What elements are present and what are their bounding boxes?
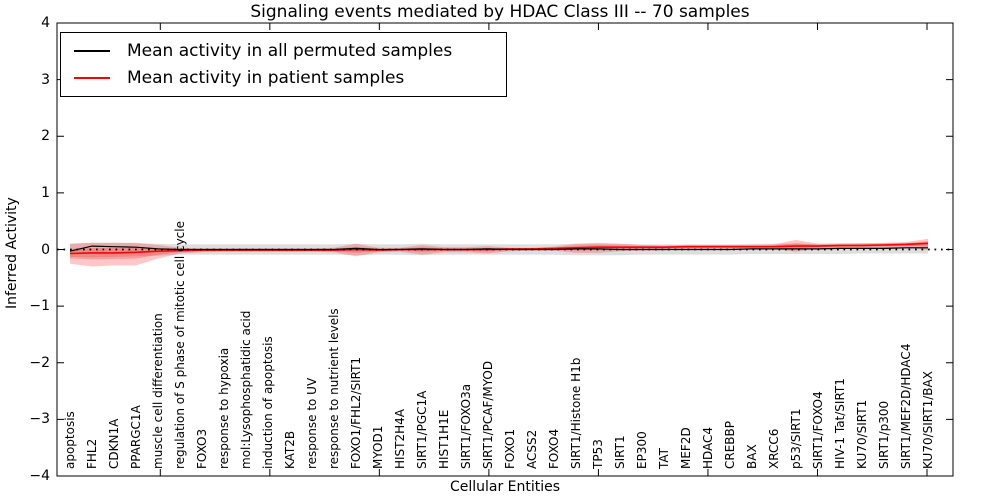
x-category-label: FOXO1	[502, 428, 517, 469]
x-category-label: FOXO3	[194, 428, 209, 469]
y-tick-label: 4	[41, 15, 50, 31]
x-category-label: ACSS2	[524, 429, 539, 469]
x-category-label: SIRT1/PGC1A	[414, 390, 429, 469]
x-category-label: response to nutrient levels	[326, 308, 341, 469]
legend-label: Mean activity in patient samples	[127, 68, 405, 89]
x-category-label: SIRT1/PCAF/MYOD	[480, 360, 495, 469]
x-category-label: SIRT1	[612, 435, 627, 469]
legend-row: Mean activity in patient samples	[61, 68, 506, 88]
x-category-label: SIRT1/FOXO3a	[458, 383, 473, 469]
x-category-label: SIRT1/FOXO4	[810, 391, 825, 469]
x-category-label: TP53	[590, 439, 605, 469]
y-tick-label: 0	[41, 241, 50, 258]
x-category-label: KU70/SIRT1	[854, 399, 869, 469]
x-category-label: muscle cell differentiation	[150, 313, 165, 469]
y-tick-label: −1	[29, 298, 50, 315]
x-category-label: FOXO4	[546, 428, 561, 469]
x-category-label: HIST1H1E	[436, 409, 451, 469]
x-category-label: MEF2D	[678, 427, 693, 469]
x-category-label: BAX	[744, 444, 759, 469]
x-category-label: CREBBP	[722, 421, 737, 469]
y-tick-label: −4	[29, 468, 50, 484]
x-category-label: response to hypoxia	[216, 347, 231, 469]
x-category-label: CDKN1A	[106, 418, 121, 469]
y-tick-label: −3	[29, 411, 50, 428]
x-category-label: PPARGC1A	[128, 405, 143, 469]
x-category-label: apoptosis	[62, 411, 77, 469]
x-category-label: TAT	[656, 447, 671, 469]
x-category-label: FHL2	[84, 438, 99, 469]
y-tick-label: −2	[29, 354, 50, 371]
x-category-label: KAT2B	[282, 430, 297, 469]
x-axis-label: Cellular Entities	[449, 479, 561, 495]
x-category-label: SIRT1/Histone H1b	[568, 357, 583, 469]
x-category-label: SIRT1/MEF2D/HDAC4	[898, 343, 913, 469]
x-category-label: induction of apoptosis	[260, 336, 275, 469]
x-category-label: p53/SIRT1	[788, 408, 803, 469]
legend-line-sample	[74, 49, 110, 52]
x-category-label: HIST2H4A	[392, 408, 407, 469]
x-category-label: HIV-1 Tat/SIRT1	[832, 378, 847, 469]
chart-title: Signaling events mediated by HDAC Class …	[250, 2, 750, 22]
x-category-label: response to UV	[304, 377, 319, 469]
x-category-label: SIRT1/p300	[876, 400, 891, 469]
x-category-label: KU70/SIRT1/BAX	[920, 371, 935, 469]
patient-std-inner-band	[70, 241, 928, 260]
legend-row: Mean activity in all permuted samples	[61, 41, 506, 61]
x-category-label: HDAC4	[700, 426, 715, 469]
y-tick-label: 1	[41, 184, 50, 201]
legend-line-sample	[74, 77, 110, 80]
patient-std-band	[70, 238, 928, 267]
legend: Mean activity in all permuted samples Mea…	[60, 32, 507, 97]
x-category-label: EP300	[634, 431, 649, 469]
y-tick-label: 3	[41, 71, 50, 88]
x-category-label: XRCC6	[766, 428, 781, 469]
y-tick-label: 2	[41, 128, 50, 145]
x-category-label: regulation of S phase of mitotic cell cy…	[172, 221, 187, 469]
x-category-label: MYOD1	[370, 425, 385, 469]
x-category-label: FOXO1/FHL2/SIRT1	[348, 356, 363, 469]
x-category-label: mol:Lysophosphatidic acid	[238, 310, 253, 469]
legend-label: Mean activity in all permuted samples	[127, 40, 453, 61]
